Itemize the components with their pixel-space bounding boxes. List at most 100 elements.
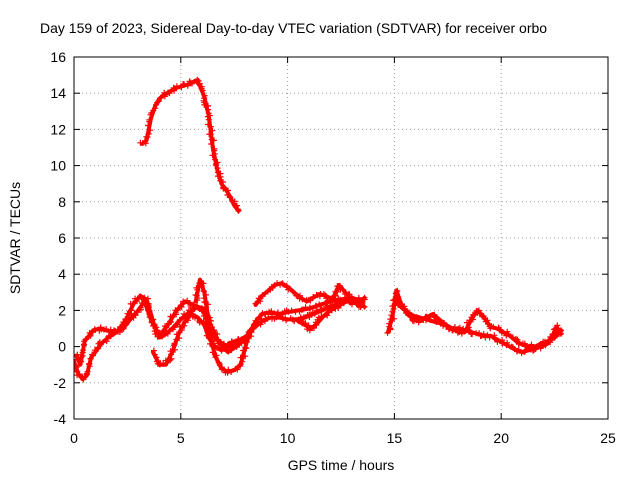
data-point-marker	[398, 302, 405, 309]
data-point-marker	[173, 331, 180, 338]
data-point-marker	[233, 202, 240, 209]
data-point-marker	[318, 313, 325, 320]
data-series	[74, 76, 564, 383]
data-point-marker	[112, 328, 119, 335]
series-arc-B	[74, 297, 368, 368]
data-point-marker	[152, 105, 159, 112]
data-point-marker	[146, 116, 153, 123]
data-point-marker	[173, 83, 180, 90]
data-point-marker	[124, 310, 131, 317]
data-point-marker	[200, 288, 207, 295]
data-point-marker	[332, 288, 339, 295]
data-point-marker	[528, 341, 535, 348]
data-point-marker	[455, 328, 462, 335]
data-point-marker	[494, 338, 501, 345]
data-point-marker	[224, 369, 231, 376]
data-point-marker	[215, 359, 222, 366]
data-point-marker	[143, 299, 150, 306]
data-point-marker	[545, 337, 552, 344]
data-point-marker	[94, 344, 101, 351]
data-point-marker	[243, 334, 249, 341]
data-point-marker	[166, 328, 173, 334]
series-arc-D	[192, 277, 257, 351]
data-point-marker	[311, 310, 318, 317]
data-point-marker	[300, 314, 307, 321]
data-point-marker	[336, 301, 343, 308]
data-point-marker	[208, 329, 215, 336]
data-point-marker	[276, 312, 282, 319]
data-point-marker	[234, 366, 241, 373]
data-point-marker	[107, 333, 114, 340]
data-point-marker	[89, 352, 96, 359]
data-point-marker	[304, 326, 311, 333]
data-point-marker	[80, 376, 87, 383]
data-point-marker	[242, 344, 249, 351]
data-point-marker	[285, 308, 292, 315]
data-point-marker	[551, 334, 558, 341]
plot-frame	[73, 56, 609, 420]
y-tick-label: -2	[54, 375, 67, 391]
data-point-marker	[324, 312, 331, 319]
y-tick-label: 2	[58, 302, 66, 318]
series-arc-C	[150, 311, 248, 368]
x-tick-label: 15	[387, 430, 403, 446]
data-point-marker	[522, 348, 528, 355]
data-point-marker	[283, 317, 290, 324]
data-point-marker	[202, 304, 209, 311]
data-point-marker	[254, 299, 261, 306]
data-point-marker	[198, 282, 205, 289]
data-point-marker	[310, 293, 317, 300]
data-point-marker	[123, 318, 130, 325]
data-point-marker	[77, 358, 84, 365]
data-point-marker	[205, 301, 212, 308]
data-point-marker	[203, 332, 210, 339]
data-point-marker	[313, 307, 320, 314]
y-tick-label: 4	[58, 266, 66, 282]
data-point-marker	[194, 315, 201, 322]
data-point-marker	[328, 307, 335, 313]
data-point-marker	[475, 307, 482, 314]
data-point-marker	[299, 296, 306, 303]
data-point-marker	[258, 316, 265, 323]
data-point-marker	[161, 93, 168, 100]
data-point-marker	[240, 337, 247, 344]
data-point-marker	[127, 300, 134, 307]
data-point-marker	[557, 328, 563, 335]
data-point-marker	[361, 294, 368, 301]
data-point-marker	[176, 335, 183, 342]
data-point-marker	[228, 369, 235, 375]
data-point-marker	[461, 328, 468, 335]
x-axis-label: GPS time / hours	[288, 457, 395, 473]
data-point-marker	[306, 327, 313, 334]
data-point-marker	[131, 310, 138, 317]
data-point-marker	[145, 122, 152, 129]
data-point-marker	[160, 330, 167, 337]
data-point-marker	[180, 298, 187, 305]
data-point-marker	[361, 303, 368, 310]
data-point-marker	[180, 81, 187, 87]
data-point-marker	[477, 333, 484, 339]
data-point-marker	[351, 296, 358, 303]
data-point-marker	[169, 314, 176, 321]
data-point-marker	[203, 309, 210, 316]
data-point-marker	[80, 347, 87, 354]
data-point-marker	[449, 327, 456, 334]
axis-ticks: 0 5 10 15 20 25 -4 -2 0 2 4 6 8 10 12 14 16	[50, 49, 616, 446]
data-point-marker	[509, 344, 516, 351]
data-point-marker	[179, 322, 186, 329]
data-point-marker	[235, 207, 242, 214]
data-point-marker	[189, 80, 195, 87]
data-point-marker	[132, 295, 139, 302]
data-point-marker	[142, 137, 148, 144]
data-point-marker	[209, 349, 216, 356]
data-point-marker	[158, 94, 165, 101]
data-point-marker	[137, 139, 144, 146]
data-point-marker	[415, 319, 422, 326]
data-point-marker	[209, 152, 216, 159]
data-point-marker	[391, 315, 398, 322]
data-point-marker	[221, 185, 228, 192]
y-tick-label: 10	[50, 158, 66, 174]
data-point-marker	[171, 340, 178, 347]
data-point-marker	[81, 338, 88, 345]
